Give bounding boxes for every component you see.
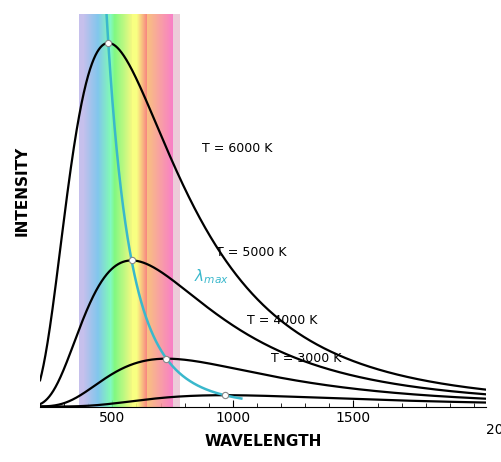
Text: INTENSITY: INTENSITY <box>15 146 30 236</box>
X-axis label: WAVELENGTH: WAVELENGTH <box>204 434 322 449</box>
Text: T = 6000 K: T = 6000 K <box>201 142 272 155</box>
Text: T = 5000 K: T = 5000 K <box>216 246 287 259</box>
Text: 20: 20 <box>486 423 501 437</box>
Text: T = 3000 K: T = 3000 K <box>272 352 342 365</box>
Text: $\lambda_{max}$: $\lambda_{max}$ <box>194 267 229 286</box>
Text: T = 4000 K: T = 4000 K <box>247 314 318 327</box>
